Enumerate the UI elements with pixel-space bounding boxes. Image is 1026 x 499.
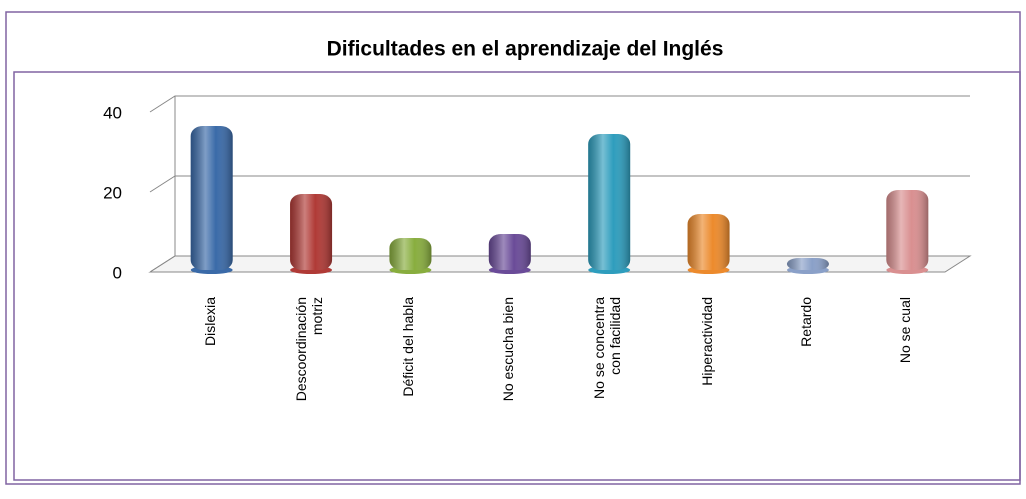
x-tick-label: No se concentra con facilidad xyxy=(591,297,624,399)
x-tick-label: No se cual xyxy=(897,297,914,364)
grid-line xyxy=(149,95,970,113)
bar-shine xyxy=(687,214,730,270)
chart-title: Dificultades en el aprendizaje del Inglé… xyxy=(327,38,724,61)
bar-shine xyxy=(886,190,929,270)
bar-shine xyxy=(786,258,829,270)
x-tick-label: Dislexia xyxy=(201,297,218,347)
grid-line xyxy=(149,175,970,193)
floor xyxy=(148,255,972,273)
x-tick-label: Hiperactividad xyxy=(698,297,715,386)
bar-shine xyxy=(389,238,432,270)
x-tick-label: Descoordinación motriz xyxy=(293,297,326,402)
x-tick-label: Retardo xyxy=(797,297,814,347)
y-tick-label: 20 xyxy=(103,183,122,202)
plot-frame xyxy=(13,71,1021,481)
bar-shine xyxy=(290,194,333,270)
x-tick-label: Déficit del habla xyxy=(400,297,417,397)
bar-shine xyxy=(588,134,631,270)
y-tick-label: 40 xyxy=(103,103,122,122)
bar-shine xyxy=(488,234,531,270)
x-tick-label: No escucha bien xyxy=(499,297,516,402)
y-tick-label: 0 xyxy=(113,263,122,282)
bar-shine xyxy=(190,126,233,270)
